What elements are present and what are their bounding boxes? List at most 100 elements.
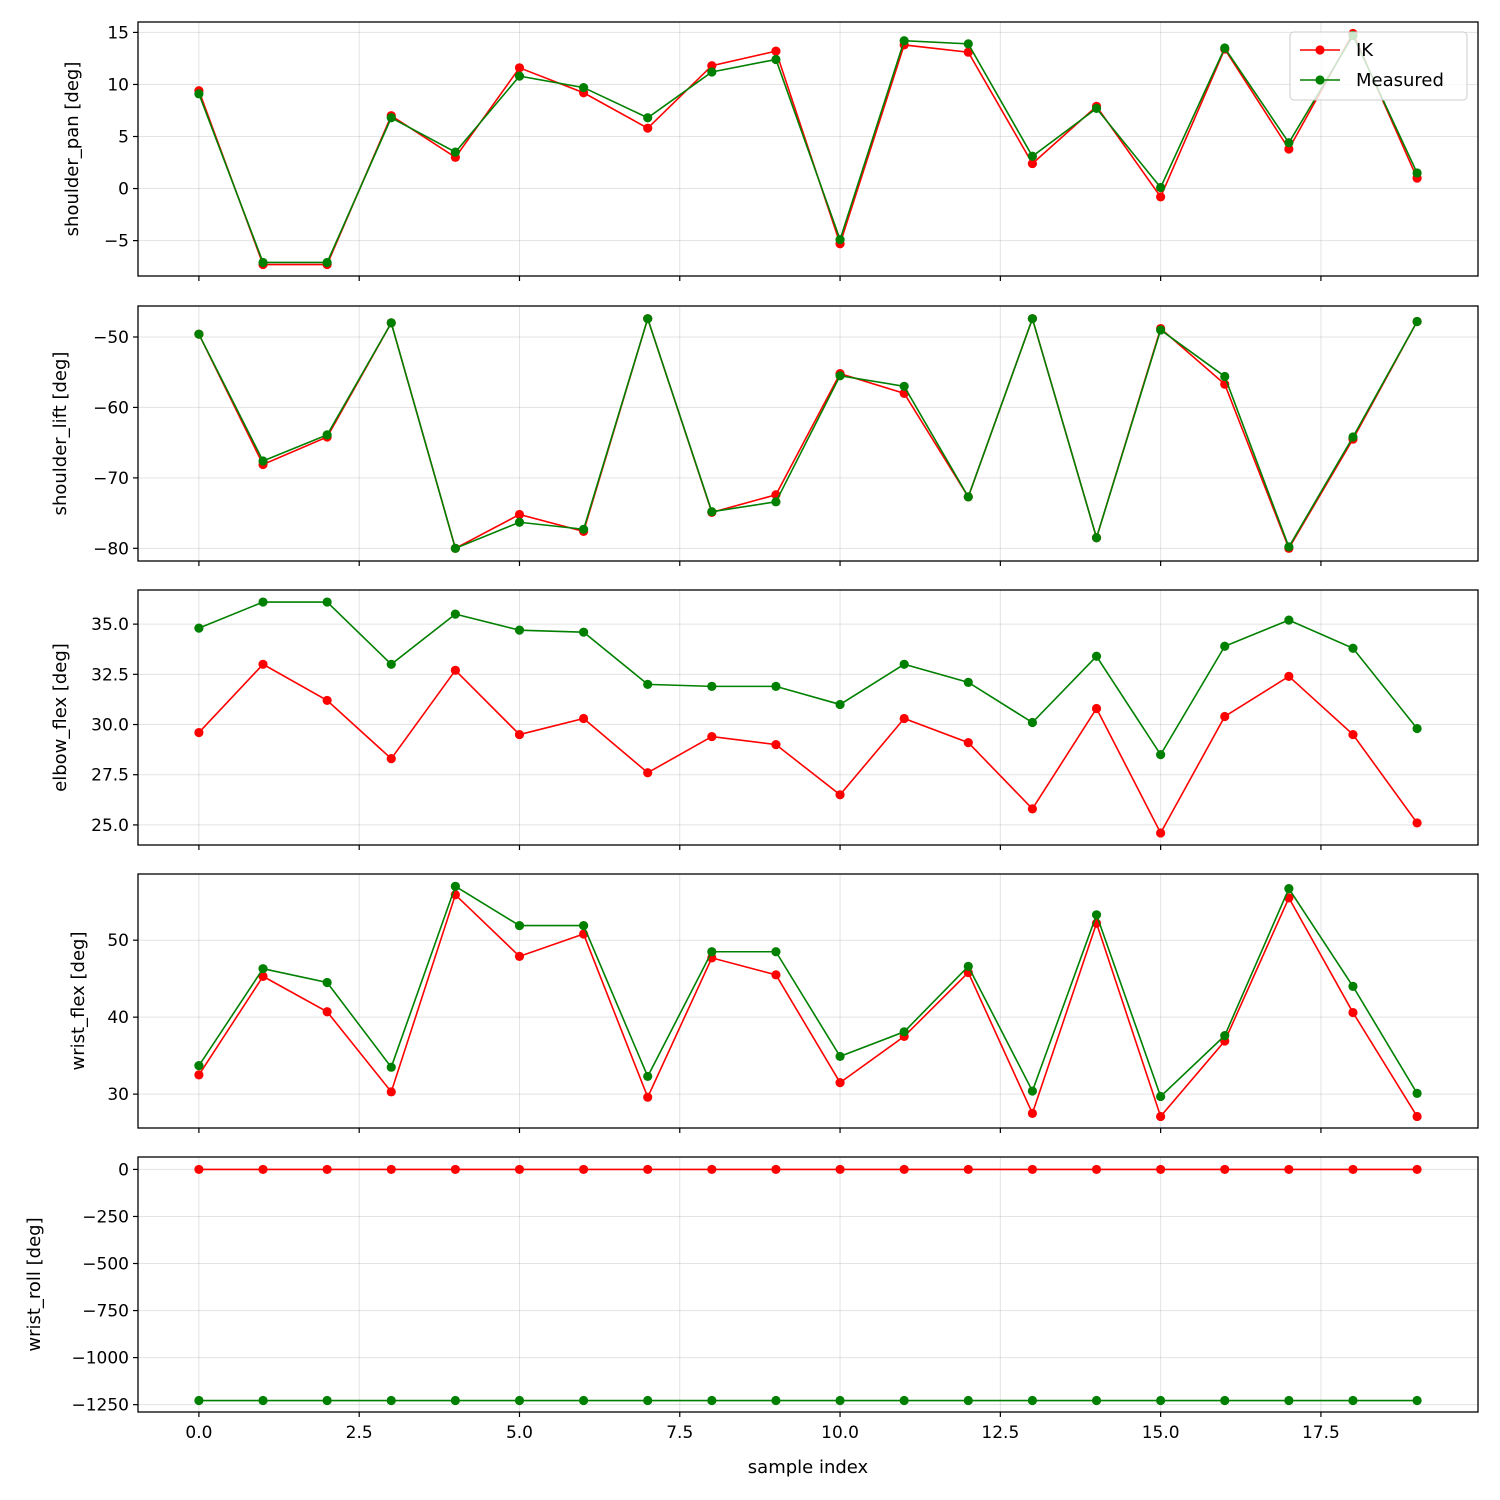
data-point	[707, 947, 717, 957]
data-point	[450, 543, 460, 553]
series-measured	[194, 597, 1422, 760]
y-tick-label: 30	[107, 1085, 129, 1105]
data-point	[963, 677, 973, 687]
data-point	[771, 54, 781, 65]
data-point	[1284, 1395, 1294, 1406]
data-point	[1284, 615, 1294, 625]
data-point	[899, 1395, 909, 1406]
data-point	[707, 681, 717, 691]
x-tick-label: 10.0	[821, 1423, 859, 1443]
data-point	[514, 517, 525, 527]
data-point	[1220, 641, 1230, 651]
y-tick-label: 15	[107, 23, 129, 43]
data-point	[578, 1164, 589, 1175]
data-point	[1348, 1164, 1358, 1175]
data-point	[1412, 1164, 1422, 1175]
series-measured	[194, 314, 1422, 553]
series-ik	[194, 659, 1422, 838]
data-point	[386, 113, 396, 123]
y-tick-label: 40	[107, 1008, 129, 1028]
data-point	[1027, 158, 1038, 169]
series-measured	[194, 30, 1422, 268]
series-line	[198, 316, 1418, 550]
data-point	[258, 971, 268, 981]
data-point	[1348, 643, 1358, 653]
data-point	[643, 113, 653, 123]
data-point	[1348, 1007, 1358, 1018]
data-point	[771, 1395, 781, 1406]
data-point	[1412, 818, 1422, 828]
data-point	[258, 456, 268, 466]
data-point	[386, 1062, 396, 1072]
series-ik	[194, 1164, 1422, 1175]
data-point	[578, 1395, 589, 1406]
y-tick-label: −1250	[71, 1396, 129, 1416]
legend: IK Measured	[1289, 31, 1468, 101]
data-point	[1156, 192, 1166, 202]
data-point	[258, 597, 268, 607]
data-point	[1091, 703, 1102, 714]
data-point	[514, 1164, 525, 1175]
data-point	[1027, 1086, 1038, 1096]
data-point	[322, 257, 332, 268]
y-tick-label: 0	[118, 1160, 129, 1180]
data-point	[1156, 182, 1166, 193]
x-tick-label: 12.5	[981, 1423, 1019, 1443]
data-point	[1027, 1164, 1038, 1175]
data-point	[386, 754, 396, 764]
data-point	[1091, 1164, 1102, 1175]
y-tick-label: 35.0	[91, 615, 129, 635]
plot-frame	[137, 873, 1479, 1129]
y-tick-label: −70	[93, 469, 129, 489]
data-point	[322, 695, 332, 706]
data-point	[963, 39, 973, 49]
data-point	[1284, 884, 1294, 894]
data-point	[1220, 711, 1230, 722]
data-point	[1412, 723, 1422, 734]
data-point	[643, 768, 653, 778]
grid	[138, 874, 1478, 1128]
data-point	[1156, 1395, 1166, 1406]
data-point	[1348, 981, 1358, 991]
y-tick-label: 5	[118, 128, 129, 148]
data-point	[1348, 432, 1358, 442]
data-point	[835, 1395, 845, 1406]
data-point	[386, 1395, 396, 1406]
y-tick-label: −500	[82, 1255, 129, 1275]
data-point	[1156, 1111, 1166, 1122]
data-point	[899, 1164, 909, 1175]
data-point	[514, 71, 525, 81]
data-point	[707, 67, 717, 77]
data-point	[1412, 1395, 1422, 1406]
series-measured	[194, 1395, 1422, 1406]
data-point	[643, 1395, 653, 1406]
data-point	[194, 1061, 204, 1071]
plot-frame	[137, 589, 1479, 846]
data-point	[578, 920, 589, 931]
y-tick-label: 10	[107, 75, 129, 95]
data-point	[322, 1164, 332, 1175]
data-point	[835, 1051, 845, 1062]
y-tick-label: −80	[93, 539, 129, 559]
data-point	[450, 609, 460, 619]
data-point	[1348, 729, 1358, 740]
data-point	[514, 920, 525, 931]
subplot-3: 30 40 50 wrist_flex [deg]	[68, 873, 1479, 1133]
series-line	[198, 893, 1418, 1119]
y-tick-label: −250	[82, 1207, 129, 1227]
series-line	[198, 663, 1418, 835]
data-point	[1091, 1395, 1102, 1406]
data-point	[514, 625, 525, 635]
data-point	[1027, 804, 1038, 814]
plot-frame	[137, 21, 1479, 277]
y-tick-label: 27.5	[91, 766, 129, 786]
data-point	[643, 679, 653, 689]
x-tick-label: 17.5	[1302, 1423, 1340, 1443]
data-point	[194, 1395, 204, 1406]
data-point	[1091, 651, 1102, 661]
data-point	[1220, 1031, 1230, 1041]
x-tick-label: 0.0	[185, 1423, 212, 1443]
data-point	[514, 729, 525, 740]
y-axis-label: shoulder_pan [deg]	[62, 62, 83, 237]
